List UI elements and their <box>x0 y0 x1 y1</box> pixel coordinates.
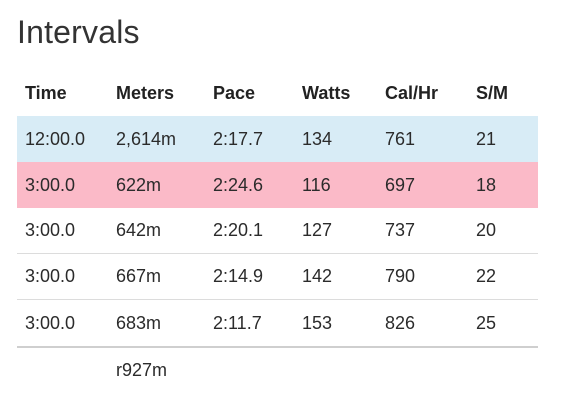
column-header-sm: S/M <box>476 82 509 103</box>
table-row: 3:00.0 683m 2:11.7 153 826 25 <box>17 300 538 346</box>
column-header-calhr: Cal/Hr <box>385 82 439 103</box>
cell-calhr: 826 <box>385 312 416 333</box>
cell-meters: 2,614m <box>116 128 177 149</box>
cell-watts: 134 <box>302 128 333 149</box>
column-header-meters: Meters <box>116 82 175 103</box>
cell-calhr: 697 <box>385 174 416 195</box>
cell-pace: 2:14.9 <box>213 266 264 286</box>
cell-sm: 18 <box>476 174 497 195</box>
cell-meters: 667m <box>116 266 162 286</box>
table-row: 3:00.0 642m 2:20.1 127 737 20 <box>17 208 538 254</box>
cell-meters: 683m <box>116 312 162 333</box>
cell-time: 12:00.0 <box>25 128 86 149</box>
cell-pace: 2:11.7 <box>213 312 262 333</box>
cell-calhr: 790 <box>385 266 416 286</box>
cell-sm: 20 <box>476 220 497 240</box>
cell-time: 3:00.0 <box>25 174 76 195</box>
table-row: 12:00.0 2,614m 2:17.7 134 761 21 <box>17 116 538 162</box>
cell-calhr: 737 <box>385 220 416 240</box>
cell-time: 3:00.0 <box>25 220 76 240</box>
cell-sm: 21 <box>476 128 497 149</box>
table-row: 3:00.0 622m 2:24.6 116 697 18 <box>17 162 538 208</box>
column-header-watts: Watts <box>302 82 351 103</box>
column-header-time: Time <box>25 82 67 103</box>
cell-sm: 25 <box>476 312 497 333</box>
cell-pace: 2:20.1 <box>213 220 264 240</box>
cell-meters: 642m <box>116 220 162 240</box>
cell-watts: 142 <box>302 266 333 286</box>
page-title: Intervals <box>17 14 140 50</box>
cell-pace: 2:24.6 <box>213 174 264 195</box>
table-header: Time Meters Pace Watts Cal/Hr S/M <box>17 70 538 116</box>
column-header-pace: Pace <box>213 82 256 103</box>
intervals-table: Time Meters Pace Watts Cal/Hr S/M 12:00.… <box>17 70 538 392</box>
cell-time: 3:00.0 <box>25 312 76 333</box>
table-row: 3:00.0 667m 2:14.9 142 790 22 <box>17 254 538 300</box>
cell-watts: 116 <box>302 174 331 195</box>
footer-rest-meters: r927m <box>116 359 168 380</box>
cell-sm: 22 <box>476 266 497 286</box>
cell-watts: 127 <box>302 220 333 240</box>
cell-calhr: 761 <box>385 128 416 149</box>
cell-watts: 153 <box>302 312 333 333</box>
cell-time: 3:00.0 <box>25 266 76 286</box>
cell-pace: 2:17.7 <box>213 128 264 149</box>
cell-meters: 622m <box>116 174 162 195</box>
table-footer-row: r927m <box>17 346 538 392</box>
